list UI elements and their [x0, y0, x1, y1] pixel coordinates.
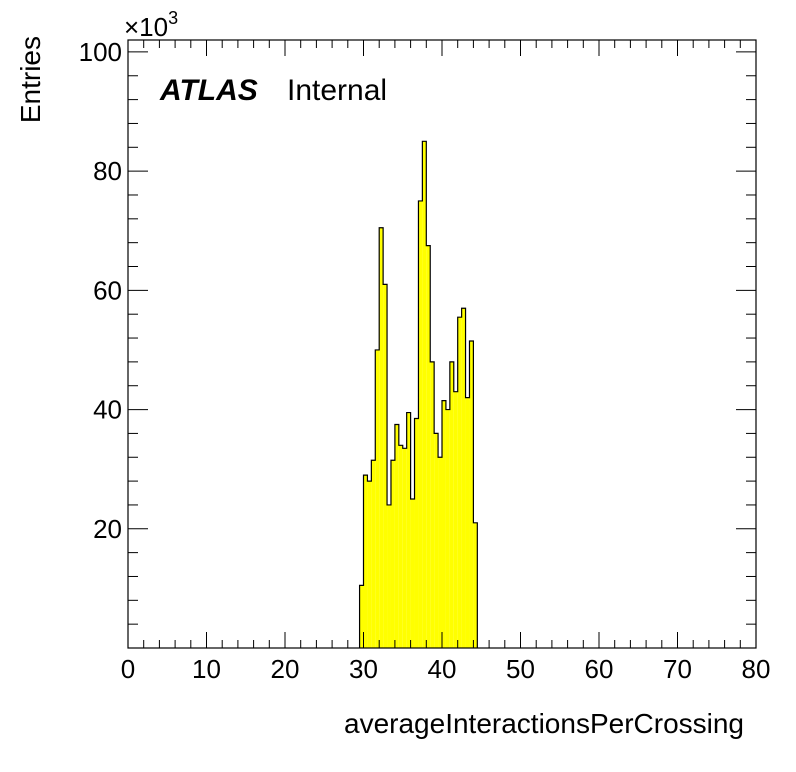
- y-scale-exponent: 3: [168, 8, 178, 28]
- x-tick-label: 10: [192, 654, 221, 684]
- y-tick-labels: 20 40 60 80 100: [79, 37, 122, 544]
- histogram-outline: [358, 140, 478, 648]
- x-tick-label: 40: [428, 654, 457, 684]
- x-axis-title: averageInteractionsPerCrossing: [344, 708, 744, 739]
- x-tick-label: 70: [663, 654, 692, 684]
- histogram-bin: [426, 245, 431, 648]
- histogram-bin: [461, 308, 466, 648]
- histogram-bin: [398, 445, 403, 648]
- histogram-bin: [434, 433, 439, 648]
- histogram-bin: [469, 341, 474, 648]
- histogram-bin: [387, 504, 391, 648]
- histogram-bin: [449, 361, 454, 648]
- atlas-label: ATLAS: [159, 74, 258, 107]
- histogram-bin: [457, 317, 462, 648]
- histogram-bin: [442, 400, 446, 648]
- histogram-bin: [422, 141, 427, 649]
- histogram-bin: [410, 498, 415, 648]
- histogram-bin: [402, 448, 407, 648]
- atlas-status-label: Internal: [287, 74, 387, 107]
- histogram-bin: [379, 227, 384, 648]
- histogram-bin: [430, 361, 435, 648]
- histogram-bin: [383, 284, 388, 648]
- histogram-bin: [359, 585, 364, 648]
- histogram-bin: [371, 460, 376, 648]
- y-scale-base: ×10: [124, 12, 168, 42]
- histogram-bin: [406, 412, 411, 648]
- histogram-bin: [473, 522, 478, 648]
- histogram-bars: [358, 140, 478, 649]
- x-tick-label: 60: [585, 654, 614, 684]
- histogram-bin: [418, 200, 423, 649]
- histogram-bin: [394, 424, 399, 648]
- histogram-bin: [363, 475, 368, 648]
- histogram-bin: [390, 460, 395, 648]
- histogram-bin: [453, 391, 458, 648]
- y-tick-label: 100: [79, 37, 122, 67]
- y-scale-factor: ×103: [124, 8, 178, 42]
- x-tick-label: 50: [506, 654, 535, 684]
- x-tick-label: 80: [742, 654, 771, 684]
- histogram-bin: [465, 397, 470, 648]
- histogram-bin: [445, 409, 450, 648]
- y-tick-label: 80: [93, 156, 122, 186]
- histogram-bin: [367, 481, 372, 648]
- histogram-bin: [438, 457, 442, 648]
- histogram-bin: [414, 418, 419, 648]
- y-axis-title: Entries: [15, 36, 46, 123]
- x-tick-label: 30: [349, 654, 378, 684]
- x-tick-labels: 0 10 20 30 40 50 60 70 80: [121, 654, 771, 684]
- histogram-bin: [375, 349, 380, 648]
- x-tick-label: 20: [271, 654, 300, 684]
- y-tick-label: 40: [93, 395, 122, 425]
- x-tick-label: 0: [121, 654, 135, 684]
- y-tick-label: 20: [93, 514, 122, 544]
- axis-ticks: [127, 40, 757, 648]
- y-tick-label: 60: [93, 275, 122, 305]
